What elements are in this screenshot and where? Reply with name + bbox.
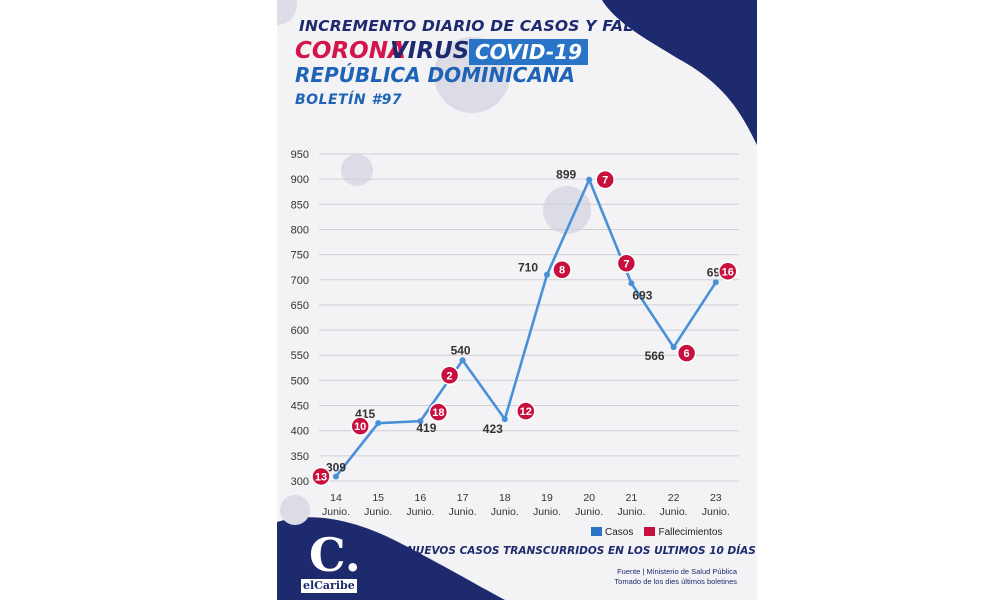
country-label: REPÚBLICA DOMINICANA [295, 63, 576, 87]
y-tick-label: 750 [291, 250, 309, 262]
x-tick-sublabel: Junio. [491, 506, 519, 518]
data-label-fallecimientos: 13 [315, 471, 327, 483]
source-note: Fuente | Ministerio de Salud Pública Tom… [614, 567, 737, 587]
x-tick-label: 14 [330, 492, 342, 504]
logo-text: elCaribe [301, 579, 357, 593]
x-tick-label: 19 [541, 492, 553, 504]
data-label-fallecimientos: 16 [722, 266, 734, 278]
data-point-casos [670, 344, 677, 351]
data-point-fallecimientos [311, 466, 331, 487]
legend-label-fallecimientos: Fallecimientos [658, 527, 723, 538]
elcaribe-logo: C. elCaribe [301, 530, 361, 596]
y-tick-label: 450 [291, 401, 309, 413]
y-tick-label: 300 [291, 476, 309, 488]
data-label-fallecimientos: 18 [432, 407, 444, 419]
data-label-fallecimientos: 12 [520, 406, 532, 418]
line-chart: 300 350 400 450 500 550 600 650 700 750 800 850 900 9… [291, 149, 739, 518]
y-tick-label: 600 [291, 325, 309, 337]
y-tick-label: 800 [291, 224, 309, 236]
legend-label-casos: Casos [605, 527, 634, 538]
footer-subtitle: NUEVOS CASOS TRANSCURRIDOS EN LOS ULTIMO… [407, 545, 756, 557]
x-tick-label: 17 [457, 492, 469, 504]
legend-swatch-casos [591, 527, 602, 536]
data-label-fallecimientos: 7 [623, 258, 629, 270]
y-tick-label: 850 [291, 199, 309, 211]
x-tick-label: 16 [415, 492, 427, 504]
data-label-casos: 540 [451, 343, 471, 357]
infographic-card: INCREMENTO DIARIO DE CASOS Y FALLECIMIEN… [277, 0, 757, 600]
data-point-casos [375, 420, 382, 427]
data-point-fallecimientos [516, 401, 536, 421]
data-point-fallecimientos [350, 416, 370, 436]
x-tick-label: 22 [668, 492, 680, 504]
data-label-fallecimientos: 10 [354, 421, 366, 433]
covid-badge: COVID-19 [469, 39, 588, 65]
y-tick-label: 550 [291, 350, 309, 362]
data-point-fallecimientos [676, 343, 697, 363]
logo-letter: C. [309, 528, 361, 582]
y-tick-label: 400 [291, 426, 309, 438]
chart-title: INCREMENTO DIARIO DE CASOS Y FALLECIMIEN… [299, 17, 753, 35]
x-tick-sublabel: Junio. [406, 506, 434, 518]
source-line-1: Fuente | Ministerio de Salud Pública [617, 567, 737, 576]
y-tick-label: 350 [291, 451, 309, 463]
x-tick-label: 23 [710, 492, 722, 504]
data-label-fallecimientos: 6 [684, 348, 690, 360]
y-tick-label: 950 [291, 149, 309, 161]
data-point-fallecimientos [616, 253, 637, 274]
data-label-casos: 423 [483, 422, 503, 436]
y-tick-label: 900 [291, 174, 309, 186]
data-label-fallecimientos: 2 [447, 370, 453, 382]
x-tick-label: 15 [372, 492, 384, 504]
data-point-casos [628, 280, 635, 287]
x-tick-sublabel: Junio. [702, 506, 730, 518]
x-tick-sublabel: Junio. [660, 506, 688, 518]
top-right-wave [602, 0, 757, 145]
x-tick-sublabel: Junio. [533, 506, 561, 518]
data-point-casos [333, 473, 339, 480]
x-tick-label: 21 [626, 492, 638, 504]
data-point-fallecimientos [552, 259, 572, 280]
chart-legend: Casos Fallecimientos [591, 527, 722, 538]
y-tick-label: 650 [291, 300, 309, 312]
x-tick-sublabel: Junio. [449, 506, 477, 518]
data-point-casos [712, 279, 719, 286]
x-tick-label: 18 [499, 492, 511, 504]
data-point-casos [586, 176, 593, 183]
data-label-casos: 693 [632, 288, 652, 302]
y-tick-label: 700 [291, 275, 309, 287]
corona-label: CORONA [295, 38, 406, 64]
x-tick-sublabel: Junio. [575, 506, 603, 518]
data-label-fallecimientos: 7 [602, 175, 608, 187]
data-label-casos: 899 [556, 168, 576, 182]
data-point-fallecimientos [595, 169, 615, 190]
legend-swatch-fallecimientos [644, 527, 656, 536]
bulletin-label: BOLETÍN #97 [295, 92, 403, 108]
data-point-casos [417, 418, 424, 425]
virus-label: VIRUS [390, 38, 470, 64]
data-point-fallecimientos [428, 402, 449, 422]
data-label-casos: 419 [416, 421, 436, 435]
data-label-fallecimientos: 8 [559, 265, 565, 277]
x-tick-sublabel: Junio. [617, 506, 645, 518]
x-tick-sublabel: Junio. [322, 506, 350, 518]
data-label-casos: 710 [518, 261, 538, 275]
series-line-casos [334, 178, 717, 478]
data-label-casos: 566 [645, 349, 665, 363]
x-tick-label: 20 [583, 492, 595, 504]
source-line-2: Tomado de los dies últimos boletines [614, 577, 737, 586]
data-point-fallecimientos [439, 365, 460, 386]
x-tick-sublabel: Junio. [364, 506, 392, 518]
y-tick-label: 500 [291, 375, 309, 387]
data-label-casos: 309 [326, 460, 346, 474]
data-point-casos [544, 271, 550, 278]
data-point-fallecimientos [718, 261, 738, 282]
data-point-casos [459, 357, 466, 364]
data-point-casos [501, 416, 508, 423]
